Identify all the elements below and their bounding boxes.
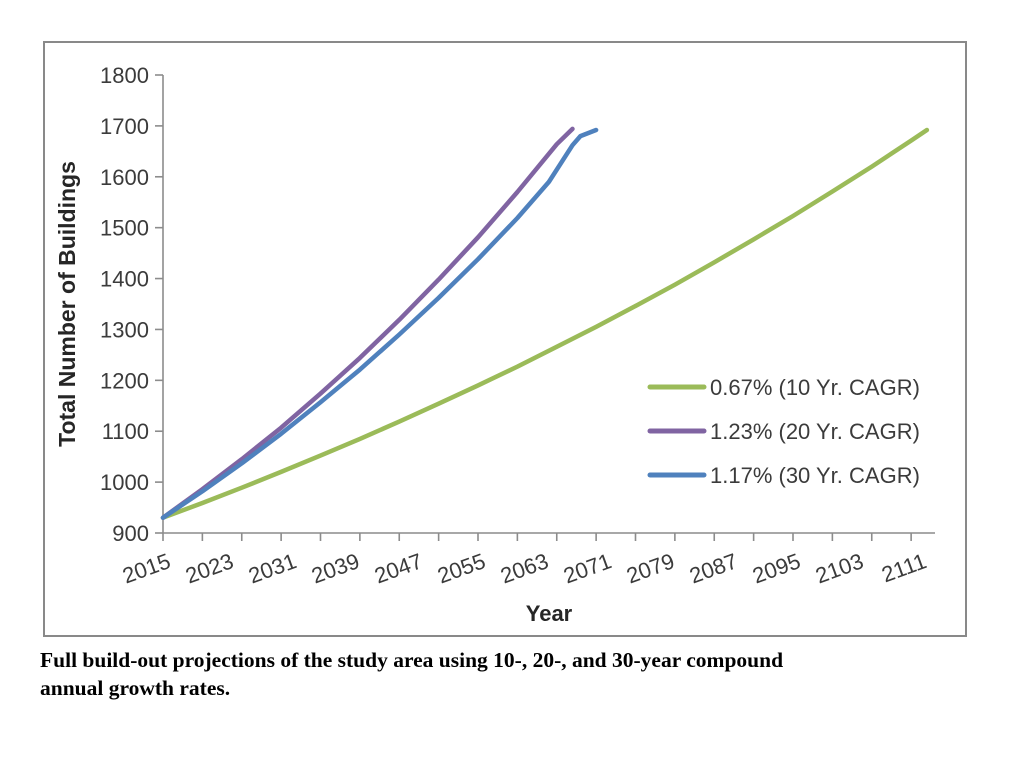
y-tick-label: 1600 — [100, 165, 149, 190]
y-tick-label: 1300 — [100, 317, 149, 342]
legend-label-cagr-20yr: 1.23% (20 Yr. CAGR) — [710, 419, 920, 444]
x-tick-label: 2095 — [749, 548, 804, 588]
y-tick-label: 1000 — [100, 470, 149, 495]
x-axis-title: Year — [526, 601, 573, 626]
x-tick-label: 2071 — [560, 548, 615, 588]
x-tick-label: 2087 — [686, 548, 741, 588]
figure-caption: Full build-out projections of the study … — [40, 646, 783, 702]
x-tick-label: 2023 — [182, 548, 237, 588]
series-line-cagr-20yr — [160, 126, 575, 520]
figure-caption-line-2: annual growth rates. — [40, 676, 231, 700]
x-tick-label: 2039 — [308, 548, 363, 588]
x-tick-label: 2079 — [623, 548, 678, 588]
x-tick-label: 2063 — [497, 548, 552, 588]
x-tick-label: 2111 — [878, 548, 929, 587]
legend-label-cagr-10yr: 0.67% (10 Yr. CAGR) — [710, 375, 920, 400]
cagr-projection-chart: 900 1000 1100 1200 1300 1400 1500 1600 1700 1800 2… — [54, 63, 935, 626]
x-tick-label: 2047 — [371, 548, 426, 588]
y-tick-label: 900 — [112, 521, 149, 546]
x-tick-label: 2015 — [119, 548, 174, 588]
x-tick-label: 2103 — [812, 548, 867, 588]
y-axis-title: Total Number of Buildings — [54, 161, 80, 447]
chart-frame: 900 1000 1100 1200 1300 1400 1500 1600 1700 1800 2… — [43, 41, 967, 637]
x-tick-label: 2055 — [434, 548, 489, 588]
y-tick-label: 1800 — [100, 63, 149, 88]
legend-label-cagr-30yr: 1.17% (30 Yr. CAGR) — [710, 463, 920, 488]
series-line-cagr-30yr — [160, 127, 599, 520]
x-tick-label: 2031 — [245, 548, 300, 588]
y-tick-label: 1700 — [100, 114, 149, 139]
y-tick-label: 1400 — [100, 267, 149, 292]
y-tick-label: 1500 — [100, 216, 149, 241]
y-tick-label: 1100 — [102, 419, 149, 444]
series-line-cagr-10yr — [160, 127, 930, 520]
figure-caption-line-1: Full build-out projections of the study … — [40, 648, 784, 672]
y-tick-label: 1200 — [100, 368, 149, 393]
